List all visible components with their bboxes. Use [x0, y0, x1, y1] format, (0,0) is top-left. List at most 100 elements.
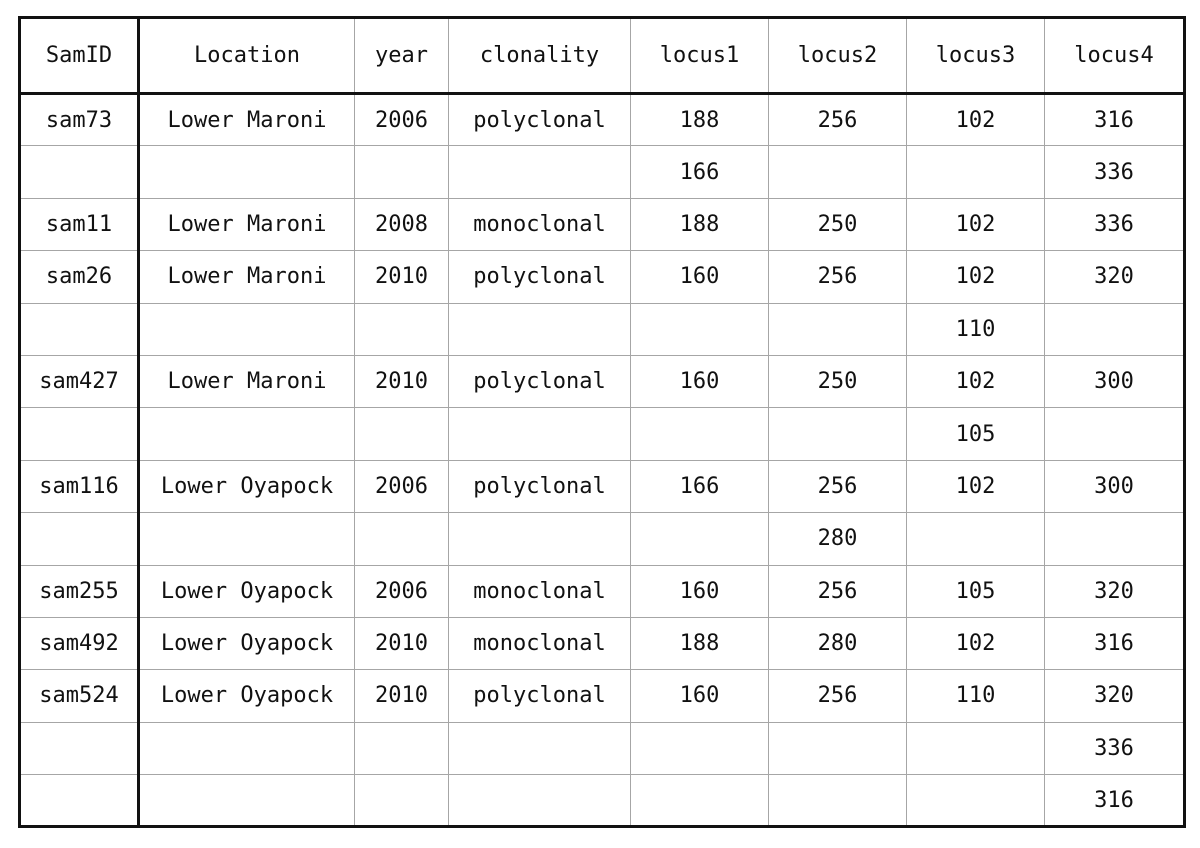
table-cell-location [138, 145, 355, 199]
table-cell-locus4: 316 [1044, 616, 1185, 671]
table-cell-year: 2010 [354, 669, 449, 723]
table-cell-samid [19, 721, 140, 776]
table-cell-locus2: 256 [768, 92, 907, 147]
table-header: SamID Location year clonality locus1 locus2 lo… [19, 17, 1185, 95]
table-cell-year [354, 774, 449, 828]
table-cell-locus1: 166 [630, 459, 769, 514]
table-row: sam116 Lower Oyapock 2006 polyclonal 166 256 1… [19, 459, 1185, 514]
table-cell-location [138, 302, 355, 356]
table-row: sam26 Lower Maroni 2010 polyclonal 160 256 102… [19, 250, 1185, 304]
table-cell-locus2 [768, 721, 907, 776]
table-row: sam73 Lower Maroni 2006 polyclonal 188 256 102… [19, 92, 1185, 147]
table-cell-locus3 [906, 721, 1045, 776]
column-header-locus4: locus4 [1044, 17, 1185, 95]
table-cell-locus4: 320 [1044, 250, 1185, 304]
table-cell-samid: sam11 [19, 197, 140, 252]
table-row: 166 336 [19, 145, 1185, 199]
table-cell-year [354, 407, 449, 461]
table-cell-samid [19, 302, 140, 356]
table-cell-locus3: 102 [906, 197, 1045, 252]
table-cell-clonality: monoclonal [448, 197, 631, 252]
table-cell-locus2 [768, 407, 907, 461]
table-cell-clonality: polyclonal [448, 250, 631, 304]
column-header-year: year [354, 17, 449, 95]
table-cell-year: 2006 [354, 459, 449, 514]
table-cell-locus2 [768, 145, 907, 199]
table-cell-locus3: 102 [906, 250, 1045, 304]
table-cell-locus2: 256 [768, 250, 907, 304]
table-cell-clonality: monoclonal [448, 564, 631, 618]
table-cell-locus1: 166 [630, 145, 769, 199]
table-cell-locus2: 250 [768, 354, 907, 409]
table-cell-location [138, 774, 355, 828]
table-cell-location: Lower Oyapock [138, 669, 355, 723]
table-cell-locus2: 256 [768, 669, 907, 723]
table-cell-samid: sam524 [19, 669, 140, 723]
table-cell-locus3 [906, 145, 1045, 199]
table-cell-locus1: 160 [630, 564, 769, 618]
table-cell-locus3: 102 [906, 354, 1045, 409]
column-header-locus2: locus2 [768, 17, 907, 95]
table-cell-year: 2010 [354, 616, 449, 671]
table-cell-locus1 [630, 302, 769, 356]
table-cell-locus4: 316 [1044, 774, 1185, 828]
table-cell-clonality [448, 407, 631, 461]
table-cell-locus4: 336 [1044, 145, 1185, 199]
table-cell-samid: sam73 [19, 92, 140, 147]
table-row: sam524 Lower Oyapock 2010 polyclonal 160 256 1… [19, 669, 1185, 723]
table-cell-year [354, 302, 449, 356]
table-cell-locus1: 188 [630, 616, 769, 671]
table-cell-samid: sam427 [19, 354, 140, 409]
table-cell-locus3: 110 [906, 669, 1045, 723]
table-cell-locus1: 160 [630, 250, 769, 304]
table-cell-locus3: 110 [906, 302, 1045, 356]
table-cell-clonality [448, 774, 631, 828]
table-cell-year [354, 512, 449, 566]
table-cell-samid: sam26 [19, 250, 140, 304]
table-cell-locus3: 105 [906, 564, 1045, 618]
table-cell-location [138, 721, 355, 776]
table-cell-locus3: 102 [906, 92, 1045, 147]
table-cell-locus2 [768, 774, 907, 828]
table-cell-locus3: 102 [906, 459, 1045, 514]
table-cell-year [354, 145, 449, 199]
table-cell-clonality [448, 145, 631, 199]
table-cell-location [138, 512, 355, 566]
table-cell-samid: sam255 [19, 564, 140, 618]
table-cell-clonality: polyclonal [448, 354, 631, 409]
table-cell-location: Lower Oyapock [138, 616, 355, 671]
table-cell-location: Lower Maroni [138, 250, 355, 304]
table-cell-clonality: polyclonal [448, 92, 631, 147]
table-cell-location: Lower Oyapock [138, 564, 355, 618]
table-cell-clonality: polyclonal [448, 669, 631, 723]
table-row: sam255 Lower Oyapock 2006 monoclonal 160 256 1… [19, 564, 1185, 618]
table-cell-locus1: 160 [630, 669, 769, 723]
table-row: 316 [19, 774, 1185, 828]
table-cell-year: 2006 [354, 92, 449, 147]
table-row: sam492 Lower Oyapock 2010 monoclonal 188 280 1… [19, 616, 1185, 671]
table-cell-samid [19, 407, 140, 461]
table-cell-locus1: 188 [630, 92, 769, 147]
table-cell-location: Lower Maroni [138, 354, 355, 409]
table-body: sam73 Lower Maroni 2006 polyclonal 188 256 102… [19, 92, 1185, 828]
table-row: 105 [19, 407, 1185, 461]
table-cell-locus2: 256 [768, 459, 907, 514]
table-cell-year: 2008 [354, 197, 449, 252]
table-cell-locus1 [630, 512, 769, 566]
table-cell-clonality [448, 721, 631, 776]
table-cell-clonality [448, 302, 631, 356]
table-cell-samid [19, 774, 140, 828]
table-cell-clonality: monoclonal [448, 616, 631, 671]
table-cell-location: Lower Maroni [138, 92, 355, 147]
column-header-locus3: locus3 [906, 17, 1045, 95]
table-cell-locus1 [630, 407, 769, 461]
table-cell-locus4: 336 [1044, 197, 1185, 252]
table-cell-locus4: 316 [1044, 92, 1185, 147]
table-cell-locus4: 320 [1044, 564, 1185, 618]
column-header-location: Location [138, 17, 355, 95]
table-row: sam427 Lower Maroni 2010 polyclonal 160 250 10… [19, 354, 1185, 409]
table-cell-location: Lower Oyapock [138, 459, 355, 514]
table-cell-locus3: 105 [906, 407, 1045, 461]
table-cell-locus1 [630, 721, 769, 776]
table-cell-location [138, 407, 355, 461]
